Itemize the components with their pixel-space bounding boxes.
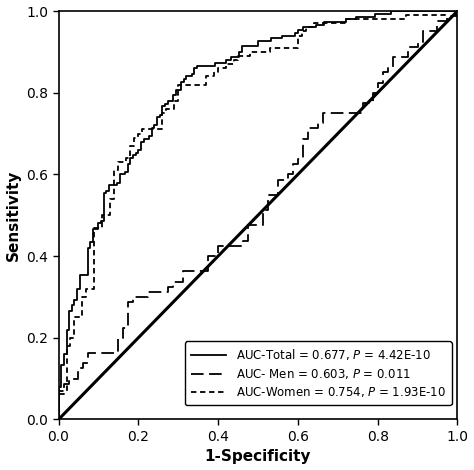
Legend: AUC-Total = 0.677, $P$ = 4.42E-10, AUC- Men = 0.603, $P$ = 0.011, AUC-Women = 0.: AUC-Total = 0.677, $P$ = 4.42E-10, AUC- … [185,341,452,406]
Y-axis label: Sensitivity: Sensitivity [6,170,20,261]
X-axis label: 1-Specificity: 1-Specificity [205,449,311,464]
